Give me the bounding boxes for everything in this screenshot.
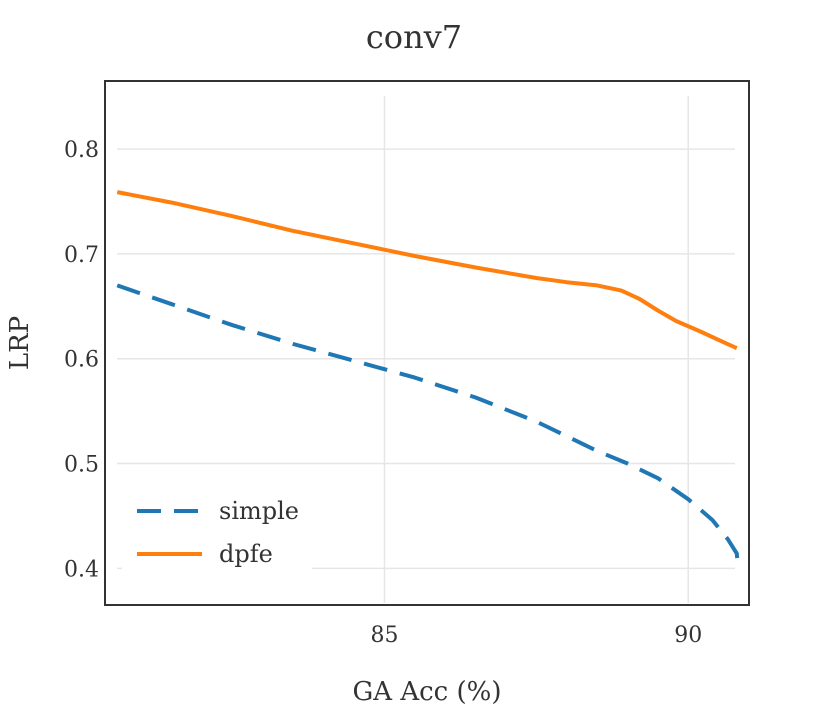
series-line-simple	[116, 283, 741, 569]
y-tick-label: 0.5	[64, 453, 99, 478]
legend-label-dpfe: dpfe	[219, 540, 273, 568]
series-line-dpfe	[116, 190, 738, 351]
y-tick-label: 0.4	[64, 557, 99, 582]
x-tick-label: 90	[674, 623, 702, 648]
series-layer	[116, 190, 741, 569]
y-tick-label: 0.6	[64, 348, 99, 373]
x-axis-label: GA Acc (%)	[353, 677, 502, 707]
y-tick-label: 0.8	[64, 138, 99, 163]
y-axis-label: LRP	[5, 316, 35, 370]
legend-label-simple: simple	[219, 497, 299, 525]
y-tick-label: 0.7	[64, 243, 99, 268]
x-tick-label: 85	[370, 623, 398, 648]
legend: simple dpfe	[122, 485, 312, 585]
tick-layer: 85 90 0.4 0.5 0.6 0.7 0.8	[64, 138, 702, 648]
legend-background	[122, 485, 312, 585]
chart-title: conv7	[366, 18, 462, 56]
plot-frame	[104, 80, 750, 606]
